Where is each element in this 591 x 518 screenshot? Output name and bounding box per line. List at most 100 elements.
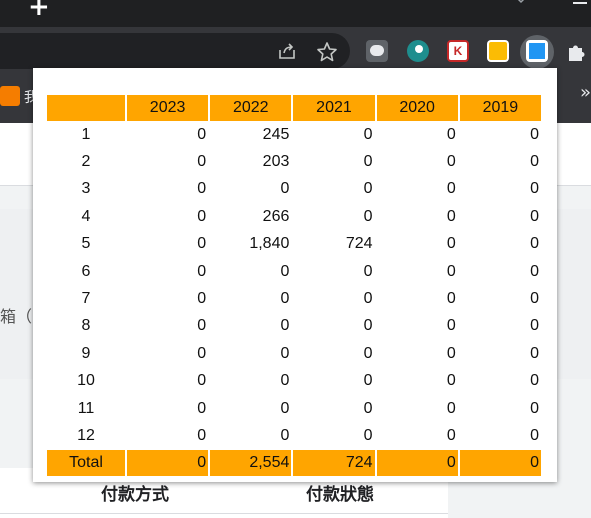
- puzzle-extensions-icon[interactable]: [566, 40, 588, 62]
- table-row: 2 0 203 0 0 0: [47, 148, 541, 175]
- table-cell: 0: [280, 317, 290, 335]
- table-cell: 245: [262, 125, 290, 143]
- share-icon[interactable]: [276, 41, 298, 63]
- line-extension-icon[interactable]: [366, 40, 388, 62]
- table-cell: 0: [530, 262, 539, 280]
- table-cell: 0: [446, 180, 456, 198]
- table-cell: 0: [363, 153, 373, 171]
- total-label: Total: [47, 449, 125, 476]
- table-cell: 0: [363, 317, 373, 335]
- table-cell: 203: [262, 153, 290, 171]
- month-cell: 4: [81, 207, 91, 225]
- table-row: 8 0 0 0 0 0: [47, 313, 541, 340]
- month-cell: 5: [81, 235, 91, 253]
- table-cell: 0: [446, 372, 456, 390]
- table-cell: 0: [530, 344, 539, 362]
- payment-method-label: 付款方式: [101, 485, 169, 505]
- blogger-icon[interactable]: [0, 86, 20, 106]
- table-cell: 724: [293, 449, 375, 476]
- table-cell: 0: [446, 399, 456, 417]
- table-row: 5 0 1,840 724 0 0: [47, 231, 541, 258]
- table-cell: 0: [197, 125, 207, 143]
- table-cell: 0: [197, 399, 207, 417]
- table-cell: 0: [363, 125, 373, 143]
- table-row: 12 0 0 0 0 0: [47, 422, 541, 449]
- table-cell: 0: [127, 449, 209, 476]
- table-cell: 0: [446, 290, 456, 308]
- month-cell: 12: [77, 426, 95, 444]
- tab-strip: +: [0, 0, 591, 27]
- table-cell: 0: [376, 449, 458, 476]
- tab-search-chevron-icon[interactable]: [515, 0, 527, 7]
- table-row: 4 0 266 0 0 0: [47, 203, 541, 230]
- month-cell: 9: [81, 344, 91, 362]
- minimize-icon[interactable]: [573, 2, 587, 4]
- table-cell: 0: [197, 290, 207, 308]
- table-cell: 0: [530, 180, 539, 198]
- table-cell: 0: [446, 426, 456, 444]
- extension-popup: 2023 2022 2021 2020 2019 1 0 245 0 0 0 2 0 203 0 0…: [33, 68, 557, 482]
- column-header: 2022: [210, 95, 292, 121]
- month-cell: 11: [77, 399, 95, 417]
- table-cell: 0: [363, 262, 373, 280]
- yearly-report-table: 2023 2022 2021 2020 2019 1 0 245 0 0 0 2 0 203 0 0…: [45, 95, 543, 476]
- table-cell: 266: [262, 207, 290, 225]
- table-cell: 0: [363, 344, 373, 362]
- table-cell: 0: [446, 344, 456, 362]
- k-extension-icon[interactable]: K: [447, 40, 469, 62]
- table-cell: 0: [446, 153, 456, 171]
- table-cell: 0: [280, 426, 290, 444]
- table-cell: 724: [345, 235, 373, 253]
- table-cell: 0: [530, 207, 539, 225]
- bookmark-star-icon[interactable]: [316, 41, 338, 63]
- table-cell: 0: [280, 262, 290, 280]
- table-cell: 0: [363, 207, 373, 225]
- column-header: 2023: [127, 95, 209, 121]
- column-header: [47, 95, 125, 121]
- month-cell: 1: [81, 125, 91, 143]
- table-cell: 1,840: [249, 235, 290, 253]
- table-cell: 0: [446, 207, 456, 225]
- table-cell: 0: [530, 235, 539, 253]
- blue-extension-icon[interactable]: [526, 40, 548, 62]
- table-row: 6 0 0 0 0 0: [47, 258, 541, 285]
- table-cell: 0: [530, 125, 539, 143]
- table-row: 7 0 0 0 0 0: [47, 285, 541, 312]
- table-cell: 2,554: [210, 449, 292, 476]
- table-cell: 0: [280, 344, 290, 362]
- month-cell: 8: [81, 317, 91, 335]
- table-cell: 0: [530, 399, 539, 417]
- month-cell: 10: [77, 372, 95, 390]
- table-cell: 0: [530, 426, 539, 444]
- table-cell: 0: [530, 317, 539, 335]
- table-cell: 0: [446, 317, 456, 335]
- table-cell: 0: [280, 290, 290, 308]
- table-cell: 0: [197, 235, 207, 253]
- month-cell: 6: [81, 262, 91, 280]
- total-row: Total 0 2,554 724 0 0: [47, 449, 541, 476]
- palette-extension-icon[interactable]: [407, 40, 429, 62]
- yellow-extension-icon[interactable]: [487, 40, 509, 62]
- table-cell: 0: [363, 426, 373, 444]
- browser-toolbar: K: [0, 27, 591, 77]
- table-row: 11 0 0 0 0 0: [47, 395, 541, 422]
- table-cell: 0: [446, 125, 456, 143]
- table-row: 1 0 245 0 0 0: [47, 121, 541, 148]
- table-cell: 0: [197, 372, 207, 390]
- table-cell: 0: [197, 207, 207, 225]
- table-cell: 0: [363, 399, 373, 417]
- table-cell: 0: [530, 153, 539, 171]
- bookmarks-overflow-icon[interactable]: »: [580, 82, 591, 103]
- table-cell: 0: [280, 399, 290, 417]
- column-header: 2020: [376, 95, 458, 121]
- table-cell: 0: [459, 449, 541, 476]
- table-cell: 0: [197, 426, 207, 444]
- new-tab-plus-icon[interactable]: +: [28, 0, 50, 22]
- table-cell: 0: [197, 180, 207, 198]
- month-cell: 2: [81, 153, 91, 171]
- table-header-row: 2023 2022 2021 2020 2019: [47, 95, 541, 121]
- table-cell: 0: [446, 235, 456, 253]
- table-cell: 0: [530, 372, 539, 390]
- address-bar[interactable]: [0, 33, 350, 69]
- table-cell: 0: [446, 262, 456, 280]
